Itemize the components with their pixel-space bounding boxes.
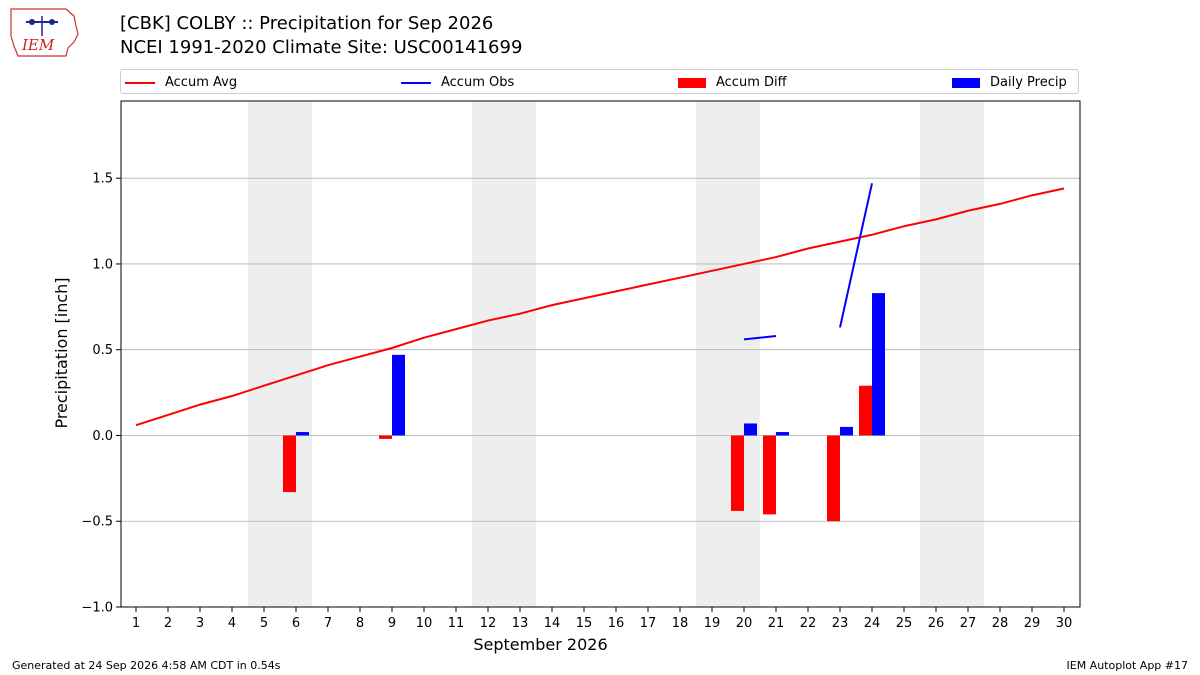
weekend-shade xyxy=(248,101,312,607)
accum-diff-bar xyxy=(379,435,392,439)
x-tick-label: 19 xyxy=(704,616,721,631)
x-tick-label: 16 xyxy=(608,616,625,631)
daily-precip-bar xyxy=(840,426,853,436)
legend-label: Daily Precip xyxy=(990,75,1067,90)
x-tick-label: 27 xyxy=(960,616,977,631)
x-tick-label: 12 xyxy=(480,616,497,631)
legend-item-accum-avg: Accum Avg xyxy=(125,70,237,95)
x-tick-label: 10 xyxy=(416,616,433,631)
daily-precip-bar xyxy=(776,432,789,436)
x-tick-label: 24 xyxy=(864,616,881,631)
x-tick-label: 18 xyxy=(672,616,689,631)
x-tick-label: 8 xyxy=(356,616,364,631)
x-tick-label: 14 xyxy=(544,616,561,631)
x-tick-label: 13 xyxy=(512,616,529,631)
legend-swatch xyxy=(125,81,155,84)
x-tick-label: 21 xyxy=(768,616,785,631)
x-tick-label: 23 xyxy=(832,616,849,631)
x-tick-label: 11 xyxy=(448,616,465,631)
legend-label: Accum Diff xyxy=(716,75,787,90)
x-tick-label: 3 xyxy=(196,616,204,631)
accum-diff-bar xyxy=(827,435,840,522)
y-tick-label: 0.0 xyxy=(92,429,113,444)
legend-item-accum-obs: Accum Obs xyxy=(401,70,514,95)
accum-obs-line xyxy=(839,183,873,328)
daily-precip-bar xyxy=(296,432,309,436)
chart-subtitle: NCEI 1991-2020 Climate Site: USC00141699 xyxy=(120,37,523,58)
x-tick-label: 9 xyxy=(388,616,396,631)
legend-item-daily-precip: Daily Precip xyxy=(952,70,1067,95)
logo-text: IEM xyxy=(21,36,55,54)
x-tick-label: 20 xyxy=(736,616,753,631)
y-tick-label: 1.5 xyxy=(92,172,113,187)
x-tick-label: 17 xyxy=(640,616,657,631)
x-tick-label: 15 xyxy=(576,616,593,631)
weekend-shade xyxy=(696,101,760,607)
y-tick-label: −1.0 xyxy=(81,601,113,616)
x-axis-label: September 2026 xyxy=(473,635,607,654)
legend-swatch xyxy=(952,77,980,88)
legend-label: Accum Obs xyxy=(441,75,515,90)
x-tick-label: 29 xyxy=(1024,616,1041,631)
chart-title: [CBK] COLBY :: Precipitation for Sep 202… xyxy=(120,13,494,34)
footer-app-label: IEM Autoplot App #17 xyxy=(1066,659,1189,672)
y-tick-label: 1.0 xyxy=(92,257,113,272)
x-tick-label: 4 xyxy=(228,616,236,631)
x-tick-label: 26 xyxy=(928,616,945,631)
x-tick-label: 6 xyxy=(292,616,300,631)
x-tick-label: 28 xyxy=(992,616,1009,631)
legend-swatch xyxy=(678,77,706,88)
y-axis-label: Precipitation [inch] xyxy=(52,277,71,428)
accum-diff-bar xyxy=(859,385,872,436)
x-tick-label: 25 xyxy=(896,616,913,631)
daily-precip-bar xyxy=(744,423,757,436)
weekend-shade xyxy=(472,101,536,607)
x-tick-label: 22 xyxy=(800,616,817,631)
x-tick-label: 7 xyxy=(324,616,332,631)
daily-precip-bar xyxy=(872,293,885,436)
x-tick-label: 1 xyxy=(132,616,140,631)
plot-frame xyxy=(120,100,1081,608)
iem-logo: IEM xyxy=(10,8,79,57)
accum-diff-bar xyxy=(731,435,744,511)
accum-diff-bar xyxy=(283,435,296,493)
chart-legend: Accum Avg Accum Obs Accum Diff Daily Pre… xyxy=(120,69,1079,94)
y-tick-label: 0.5 xyxy=(92,343,113,358)
daily-precip-bar xyxy=(392,354,405,436)
accum-diff-bar xyxy=(763,435,776,515)
x-tick-label: 5 xyxy=(260,616,268,631)
accum-obs-line xyxy=(743,334,777,341)
footer-generated-text: Generated at 24 Sep 2026 4:58 AM CDT in … xyxy=(12,659,281,672)
legend-label: Accum Avg xyxy=(165,75,238,90)
legend-item-accum-diff: Accum Diff xyxy=(678,70,787,95)
accum-avg-line xyxy=(135,187,1065,427)
x-tick-label: 30 xyxy=(1056,616,1073,631)
y-tick-label: −0.5 xyxy=(81,515,113,530)
x-tick-label: 2 xyxy=(164,616,172,631)
weekend-shade xyxy=(920,101,984,607)
legend-swatch xyxy=(401,81,431,84)
